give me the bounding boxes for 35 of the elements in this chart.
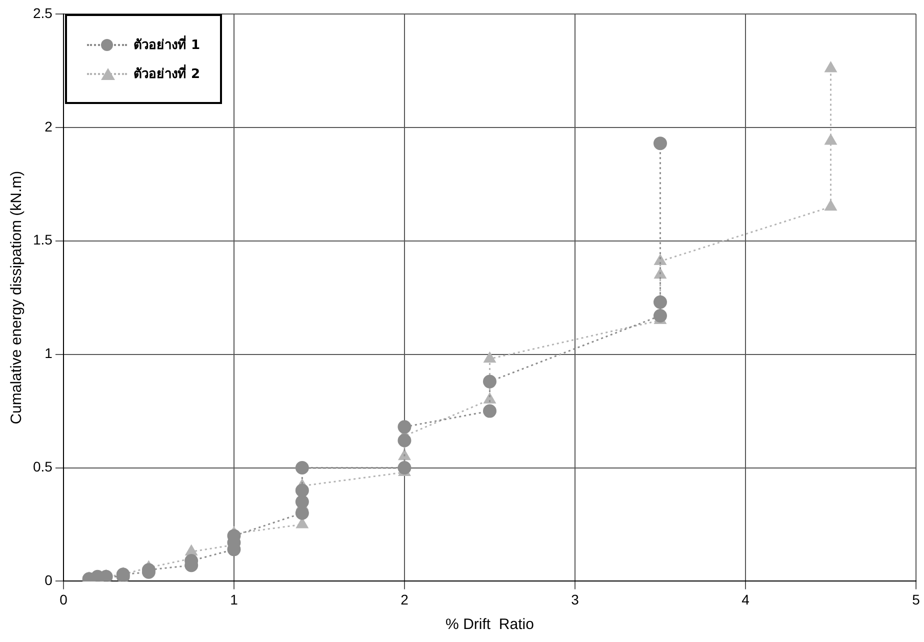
point [653, 309, 667, 322]
y-tick-label: 1 [44, 345, 53, 362]
x-tick-label: 3 [571, 591, 580, 608]
point [295, 461, 309, 475]
point [482, 404, 496, 418]
point [185, 544, 198, 556]
x-axis-title: % Drift Ratio [446, 616, 534, 634]
x-tick-label: 4 [742, 591, 750, 608]
point [295, 506, 309, 520]
point [398, 461, 412, 475]
point [398, 434, 412, 448]
y-tick-label: 2.5 [32, 4, 53, 21]
point [824, 200, 837, 211]
point [653, 295, 667, 309]
point [398, 420, 412, 434]
x-tick-label: 5 [912, 591, 920, 608]
point [398, 450, 410, 460]
x-tick-label: 0 [60, 591, 68, 608]
point [295, 495, 309, 509]
point [654, 268, 666, 279]
x-tick-label: 2 [400, 591, 409, 608]
y-tick-label: 1.5 [32, 232, 53, 248]
legend-label: ตัวอย่างที่ 2 [133, 64, 200, 84]
point [482, 374, 496, 388]
x-tick-label: 1 [230, 591, 238, 608]
point [653, 136, 667, 150]
legend-label: ตัวอย่างที่ 1 [133, 34, 200, 55]
point [295, 484, 309, 498]
y-tick-label: 0 [44, 572, 53, 588]
y-tick-label: 2 [44, 118, 53, 134]
y-tick-label: 0.5 [32, 458, 53, 475]
y-axis-title: Cumalative energy dissipatiom (kN.m) [8, 170, 26, 424]
point [484, 352, 496, 363]
point [824, 62, 837, 72]
point [824, 134, 837, 145]
